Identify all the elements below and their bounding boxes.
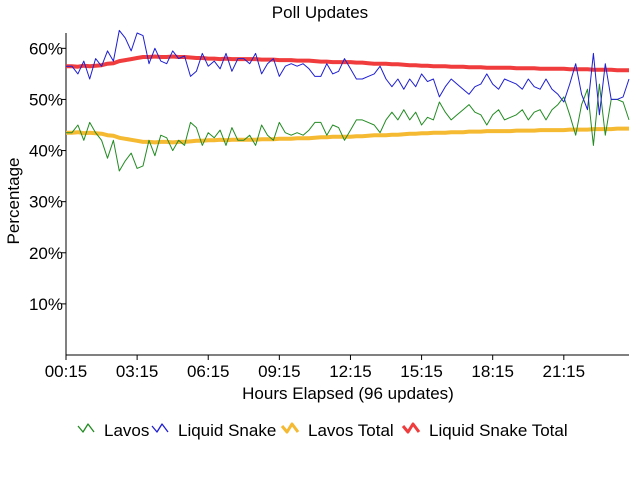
legend-label-liquid-snake: Liquid Snake — [178, 421, 276, 440]
legend-swatch-liquid-snake-total — [401, 422, 421, 434]
series-line-liquid-snake — [66, 29, 630, 116]
y-tick-label: 50% — [29, 90, 63, 109]
y-ticks: 10% 20% 30% 40% 50% 60% — [29, 39, 66, 314]
legend: Lavos Liquid Snake Lavos Total Liquid Snake… — [77, 421, 568, 440]
y-tick-label: 20% — [29, 244, 63, 263]
chart-title: Poll Updates — [272, 3, 368, 22]
y-tick-label: 60% — [29, 39, 63, 58]
legend-swatch-lavos — [77, 423, 95, 433]
series-layer — [66, 29, 630, 172]
x-tick-label: 21:15 — [543, 362, 586, 381]
x-tick-label: 15:15 — [400, 362, 443, 381]
series-line-lavos-total — [66, 126, 629, 145]
y-tick-label: 10% — [29, 295, 63, 314]
x-tick-label: 00:15 — [45, 362, 88, 381]
x-tick-label: 12:15 — [329, 362, 372, 381]
y-tick-label: 30% — [29, 193, 63, 212]
series-line-lavos — [66, 83, 630, 172]
legend-label-liquid-snake-total: Liquid Snake Total — [429, 421, 568, 440]
legend-swatch-lavos-total — [280, 422, 300, 434]
x-tick-label: 18:15 — [471, 362, 514, 381]
axes — [65, 33, 629, 356]
x-tick-label: 03:15 — [116, 362, 159, 381]
legend-label-lavos-total: Lavos Total — [308, 421, 394, 440]
y-tick-label: 40% — [29, 142, 63, 161]
y-axis-label: Percentage — [4, 158, 23, 245]
x-axis-label: Hours Elapsed (96 updates) — [242, 384, 454, 403]
x-tick-label: 09:15 — [258, 362, 301, 381]
x-tick-label: 06:15 — [187, 362, 230, 381]
legend-swatch-liquid-snake — [151, 423, 169, 433]
legend-label-lavos: Lavos — [104, 421, 149, 440]
x-ticks: 00:15 03:15 06:15 09:15 12:15 15:15 18:15 21:15 — [45, 355, 585, 381]
series-line-liquid-snake-total — [66, 54, 629, 73]
